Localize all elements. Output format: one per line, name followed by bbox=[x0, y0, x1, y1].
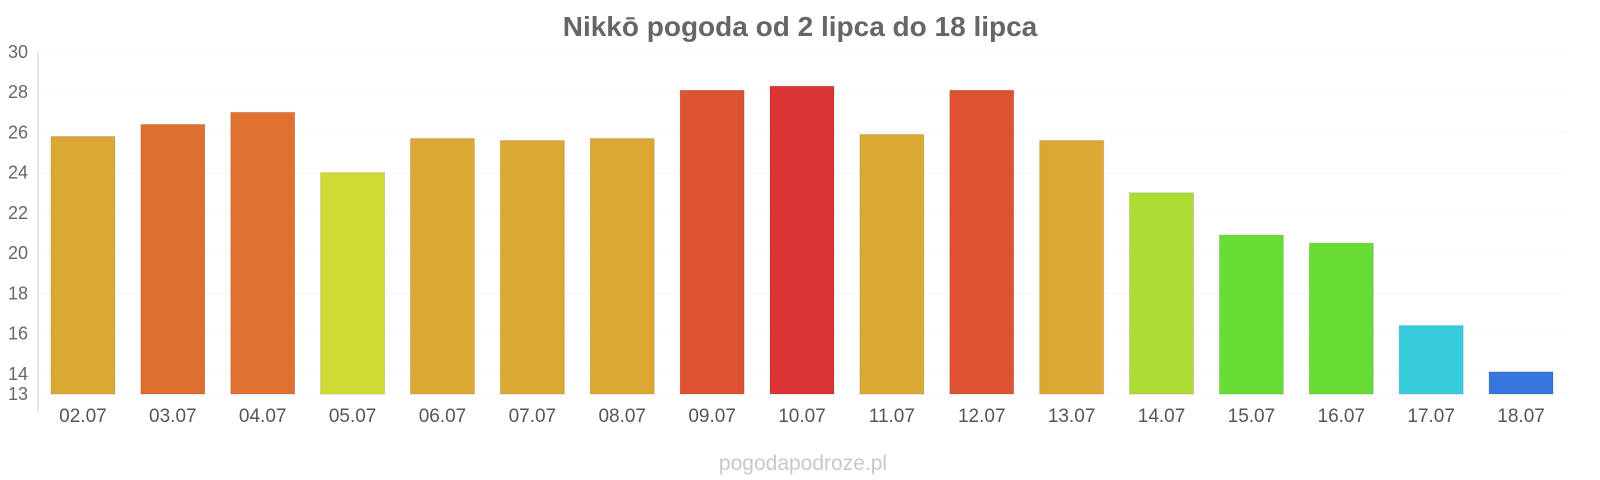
x-axis-ticks: 02.07 03.07 04.07 05.07 06.07 07.07 08.07 09.07… bbox=[59, 406, 1545, 427]
x-tick-label: 18.07 bbox=[1497, 406, 1545, 427]
y-tick-label: 16 bbox=[8, 324, 28, 344]
source-watermark: pogodapodroze.pl bbox=[719, 452, 887, 475]
bar-15.07 bbox=[1218, 234, 1284, 395]
bar-04.07 bbox=[230, 111, 296, 395]
x-tick-label: 13.07 bbox=[1048, 406, 1096, 427]
y-tick-label: 24 bbox=[8, 163, 28, 183]
bar-17.07 bbox=[1398, 325, 1464, 395]
y-tick-label: 22 bbox=[8, 203, 28, 223]
x-tick-label: 09.07 bbox=[688, 406, 736, 427]
y-tick-label: 20 bbox=[8, 243, 28, 263]
x-tick-label: 16.07 bbox=[1318, 406, 1366, 427]
y-tick-label: 30 bbox=[8, 42, 28, 62]
bar-08.07 bbox=[589, 138, 655, 395]
y-tick-label: 14 bbox=[8, 364, 28, 384]
bar-13.07 bbox=[1039, 140, 1105, 395]
y-tick-label: 13 bbox=[8, 384, 28, 404]
bar-06.07 bbox=[409, 138, 475, 395]
bar-11.07 bbox=[859, 133, 925, 395]
x-tick-label: 08.07 bbox=[598, 406, 646, 427]
x-tick-label: 11.07 bbox=[869, 406, 915, 427]
y-tick-label: 26 bbox=[8, 122, 28, 142]
x-tick-label: 14.07 bbox=[1138, 406, 1186, 427]
y-tick-label: 18 bbox=[8, 283, 28, 303]
bar-18.07 bbox=[1488, 371, 1554, 395]
x-tick-label: 10.07 bbox=[778, 406, 826, 427]
x-tick-label: 04.07 bbox=[239, 406, 287, 427]
bar-07.07 bbox=[499, 140, 565, 395]
x-tick-label: 03.07 bbox=[149, 406, 197, 427]
chart-title: Nikkō pogoda od 2 lipca do 18 lipca bbox=[563, 11, 1038, 42]
bar-02.07 bbox=[50, 135, 116, 395]
bar-09.07 bbox=[679, 89, 745, 395]
y-tick-label: 28 bbox=[8, 82, 28, 102]
bar-03.07 bbox=[140, 123, 206, 395]
x-tick-label: 12.07 bbox=[958, 406, 1006, 427]
x-tick-label: 15.07 bbox=[1228, 406, 1276, 427]
bar-14.07 bbox=[1129, 192, 1195, 395]
x-tick-label: 07.07 bbox=[509, 406, 557, 427]
x-tick-label: 02.07 bbox=[59, 406, 107, 427]
x-tick-label: 06.07 bbox=[419, 406, 467, 427]
bar-10.07 bbox=[769, 85, 835, 395]
bar-16.07 bbox=[1308, 242, 1374, 395]
bar-12.07 bbox=[949, 89, 1015, 395]
x-tick-label: 17.07 bbox=[1407, 406, 1455, 427]
bar-05.07 bbox=[320, 172, 386, 395]
bars bbox=[50, 85, 1554, 395]
x-tick-label: 05.07 bbox=[329, 406, 377, 427]
